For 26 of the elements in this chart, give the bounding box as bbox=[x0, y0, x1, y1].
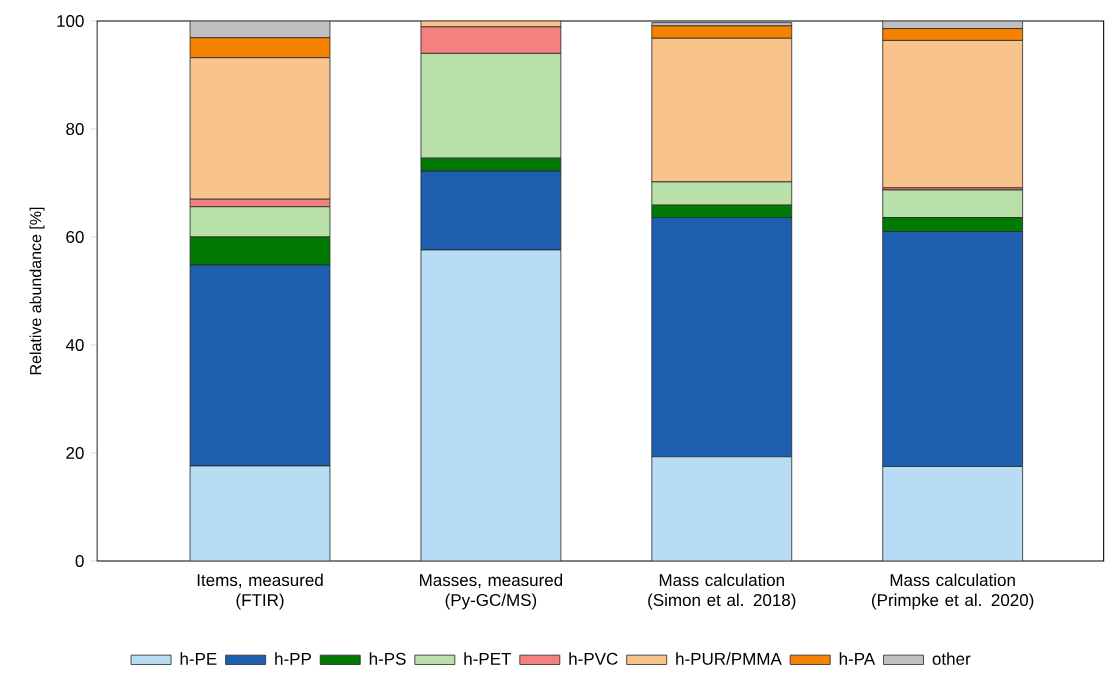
y-tick-label: 100 bbox=[57, 14, 84, 28]
bar bbox=[189, 465, 331, 561]
bar bbox=[651, 37, 793, 183]
legend-label: h-PET bbox=[464, 652, 512, 665]
legend-label: h-PA bbox=[839, 652, 876, 665]
legend-label: h-PE bbox=[180, 652, 217, 665]
legend-label: other bbox=[932, 652, 971, 665]
legend-label: h-PUR/PMMA bbox=[676, 652, 782, 665]
bar bbox=[882, 466, 1024, 561]
y-tick-label: 0 bbox=[75, 554, 84, 568]
bar bbox=[189, 57, 331, 200]
bar bbox=[882, 40, 1024, 189]
bar bbox=[420, 249, 562, 561]
x-tick-label: Mass calculation (Primpke et al. 2020) bbox=[871, 573, 1034, 610]
y-tick-label: 80 bbox=[66, 122, 84, 136]
legend-label: h-PP bbox=[275, 652, 311, 665]
x-tick-label: Items, measured (FTIR) bbox=[197, 573, 323, 610]
y-tick-label: 40 bbox=[65, 338, 84, 352]
x-tick-label: Mass calculation (Simon et al. 2018) bbox=[648, 573, 796, 610]
x-tick-label: Masses, measured (Py-GC/MS) bbox=[420, 573, 563, 610]
legend-label: h-PVC bbox=[569, 652, 618, 665]
legend-label: h-PS bbox=[369, 652, 406, 665]
y-axis-title: Relative abundance [%] bbox=[29, 207, 45, 375]
bar bbox=[651, 456, 793, 561]
y-tick-label: 20 bbox=[66, 446, 84, 460]
y-tick-label: 60 bbox=[66, 230, 84, 244]
